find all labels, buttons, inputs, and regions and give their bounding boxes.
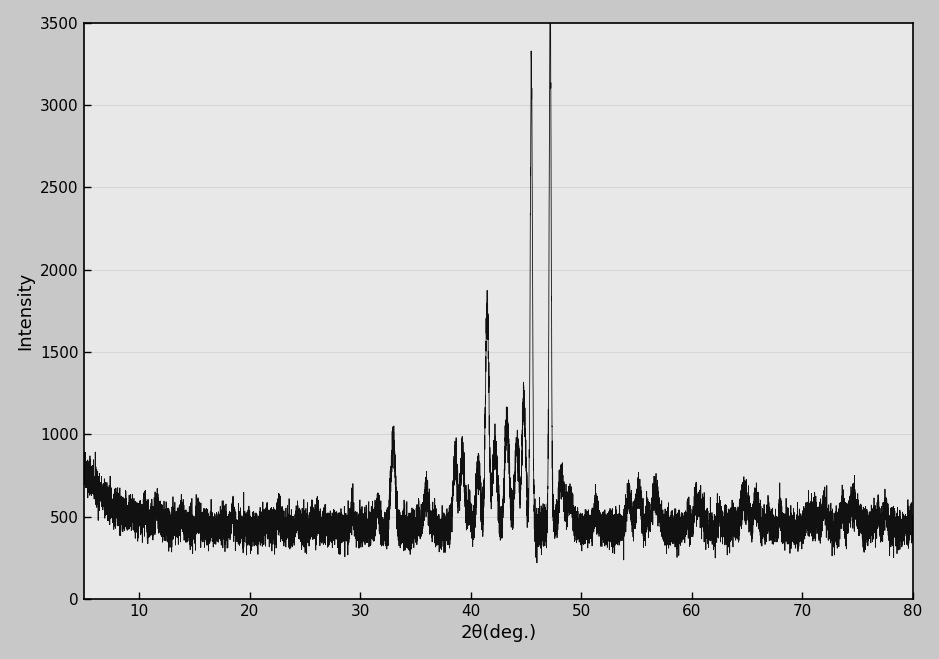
X-axis label: 2θ(deg.): 2θ(deg.) [460, 624, 536, 643]
Y-axis label: Intensity: Intensity [17, 272, 35, 350]
